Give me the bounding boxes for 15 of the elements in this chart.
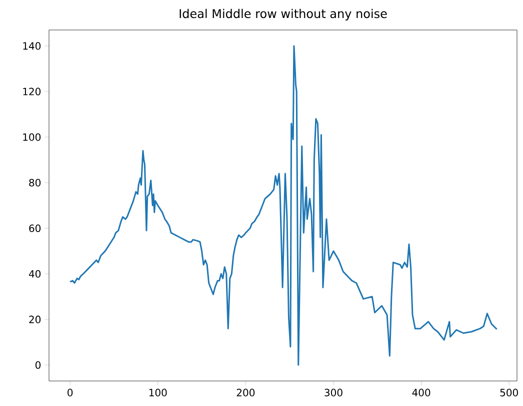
y-tick-label: 60 [29, 224, 41, 232]
y-tick-label: 40 [28, 270, 41, 278]
y-tick-label: 140 [23, 42, 41, 50]
x-tick-label: 400 [412, 388, 430, 396]
x-tick-label: 0 [68, 388, 73, 396]
y-tick-label: 20 [29, 316, 41, 324]
x-tick-label: 200 [236, 388, 255, 396]
chart-title: Ideal Middle row without any noise [180, 8, 387, 20]
x-tick-label: 100 [149, 388, 167, 396]
x-tick-label: 500 [500, 388, 518, 396]
y-tick-label: 0 [36, 361, 41, 369]
y-tick-label: 80 [29, 178, 41, 186]
x-tick-label: 300 [324, 388, 342, 396]
y-tick-label: 120 [23, 88, 41, 96]
y-tick-label: 100 [23, 133, 41, 141]
